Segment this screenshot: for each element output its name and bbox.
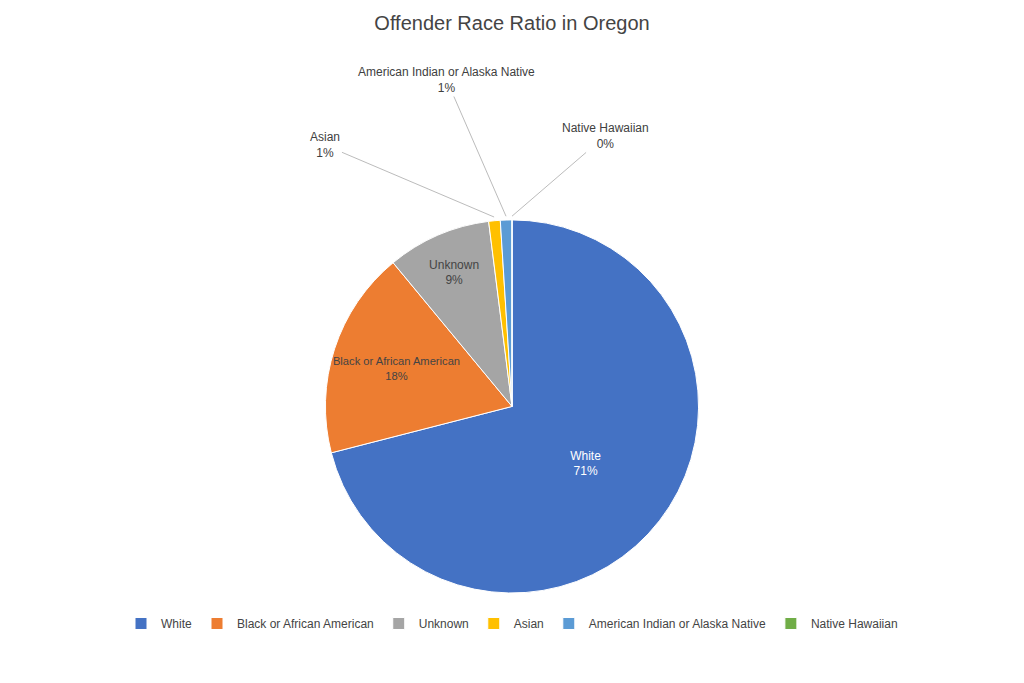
svg-text:Unknown9%: Unknown9% — [429, 258, 479, 288]
svg-text:White: White — [161, 617, 192, 631]
svg-text:Asian: Asian — [514, 617, 544, 631]
svg-text:Black or African American: Black or African American — [237, 617, 374, 631]
svg-text:American Indian or Alaska Nati: American Indian or Alaska Native — [589, 617, 766, 631]
svg-text:Offender Race Ratio in Oregon: Offender Race Ratio in Oregon — [374, 12, 649, 34]
svg-text:Native Hawaiian: Native Hawaiian — [811, 617, 898, 631]
svg-text:Native Hawaiian0%: Native Hawaiian0% — [562, 121, 649, 151]
svg-text:Asian1%: Asian1% — [310, 130, 340, 160]
svg-text:Unknown: Unknown — [419, 617, 469, 631]
svg-text:American Indian or Alaska Nati: American Indian or Alaska Native1% — [358, 65, 535, 95]
svg-text:White71%: White71% — [570, 449, 601, 479]
svg-text:Black or African American18%: Black or African American18% — [333, 355, 460, 382]
